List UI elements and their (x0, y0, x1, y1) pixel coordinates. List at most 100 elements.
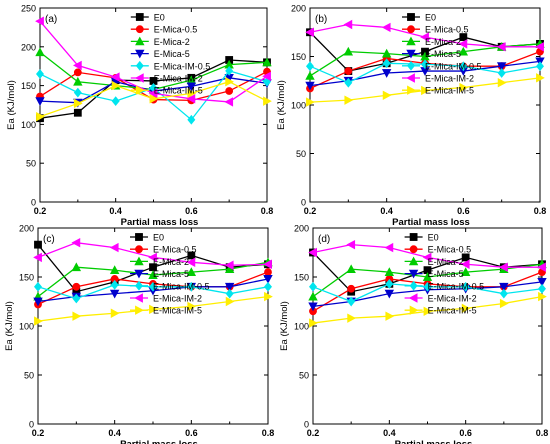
series-4 (306, 58, 544, 88)
data-point (73, 108, 82, 117)
legend-label: E0 (153, 233, 164, 243)
y-tick-label: 0 (29, 420, 34, 430)
legend: E0 E-Mica-0.5 E-Mica-2 E-Mica-5 E-Mica-IM-0.… (402, 13, 482, 96)
data-point (73, 68, 82, 77)
legend-marker (135, 49, 145, 59)
data-point (499, 298, 509, 309)
legend-label: E-Mica-IM-0.5 (153, 281, 210, 291)
x-axis-label: Partial mass loss (395, 439, 473, 444)
data-point (499, 288, 508, 299)
panel-label: (b) (315, 14, 327, 25)
data-point (344, 77, 353, 88)
y-tick-label: 50 (299, 371, 309, 381)
data-point (264, 281, 272, 292)
x-axis-label: Partial mass loss (120, 439, 198, 444)
legend-marker (407, 25, 415, 34)
data-point (109, 289, 120, 299)
legend-label: E-Mica-5 (153, 269, 189, 279)
data-point (263, 96, 272, 106)
data-point (497, 77, 507, 88)
data-point (381, 48, 392, 58)
y-tick-label: 100 (294, 322, 309, 332)
data-point (499, 282, 509, 292)
series-6 (306, 73, 545, 107)
data-point (537, 262, 546, 272)
x-tick-label: 0.2 (32, 428, 45, 438)
legend-marker (406, 36, 416, 46)
data-point (305, 81, 315, 91)
legend-label: E0 (425, 13, 436, 23)
legend-marker (135, 13, 144, 21)
x-tick-label: 0.6 (459, 428, 472, 438)
data-point (305, 71, 315, 80)
series-4 (34, 279, 272, 304)
y-axis-label: Ea (KJ/mol) (276, 80, 287, 130)
legend-label: E-Mica-0.5 (153, 245, 197, 255)
data-point (347, 313, 356, 323)
data-point (149, 304, 158, 315)
x-tick-label: 0.2 (304, 206, 317, 216)
data-point (187, 88, 197, 99)
legend-marker (135, 280, 143, 291)
data-point (111, 96, 120, 106)
data-point (536, 61, 544, 72)
data-point (458, 39, 468, 49)
legend-label: E-Mica-IM-2 (153, 294, 202, 304)
data-point (187, 281, 196, 292)
chart-panel-1: 0 50 100 150 200 0.2 0.4 0.6 0.8 Partial mass los… (276, 4, 546, 229)
data-point (34, 240, 42, 249)
data-point (263, 275, 273, 284)
x-tick-label: 0.2 (34, 206, 47, 216)
series-5 (308, 239, 546, 272)
legend-label: E-Mica-IM-0.5 (154, 61, 211, 71)
panel-label: (a) (45, 14, 57, 25)
y-tick-label: 200 (19, 224, 34, 234)
data-point (346, 239, 356, 250)
legend-label: E-Mica-2 (428, 257, 464, 267)
series-2 (33, 257, 273, 301)
data-point (459, 82, 469, 93)
data-point (34, 316, 43, 326)
data-point (308, 302, 318, 312)
data-point (35, 97, 45, 106)
data-point (264, 268, 272, 276)
legend-marker (135, 36, 145, 46)
legend-marker (135, 25, 144, 34)
legend-label: E-Mica-2 (425, 37, 461, 47)
data-point (110, 308, 120, 318)
data-point (306, 97, 315, 107)
data-point (420, 32, 429, 42)
y-tick-label: 150 (21, 81, 36, 91)
data-point (306, 61, 314, 72)
data-point (421, 85, 430, 96)
y-tick-label: 150 (19, 273, 34, 283)
x-axis-label: Partial mass loss (392, 217, 470, 228)
data-point (73, 87, 82, 98)
data-point (72, 293, 81, 304)
legend-label: E-Mica-5 (428, 269, 464, 279)
data-point (496, 42, 506, 52)
data-point (225, 87, 234, 95)
legend-marker (406, 49, 416, 59)
data-point (537, 277, 547, 287)
legend-label: E-Mica-IM-2 (154, 74, 203, 84)
legend-marker (135, 305, 144, 315)
y-axis-label: Ea (KJ/mol) (4, 301, 15, 351)
y-tick-label: 150 (291, 52, 306, 62)
data-point (111, 80, 121, 91)
data-point (225, 65, 234, 76)
data-point (382, 90, 392, 101)
chart-panel-3: 0 50 100 150 200 0.2 0.4 0.6 0.8 Partial mass los… (279, 224, 548, 444)
legend-marker (409, 305, 419, 315)
data-point (346, 264, 356, 274)
data-point (347, 284, 356, 293)
data-point (35, 47, 45, 57)
y-tick-label: 50 (296, 149, 306, 159)
data-point (264, 291, 273, 302)
legend-marker (135, 60, 144, 71)
data-point (225, 288, 234, 299)
legend-label: E-Mica-IM-2 (428, 294, 477, 304)
legend-marker (407, 13, 415, 21)
data-point (110, 279, 119, 290)
